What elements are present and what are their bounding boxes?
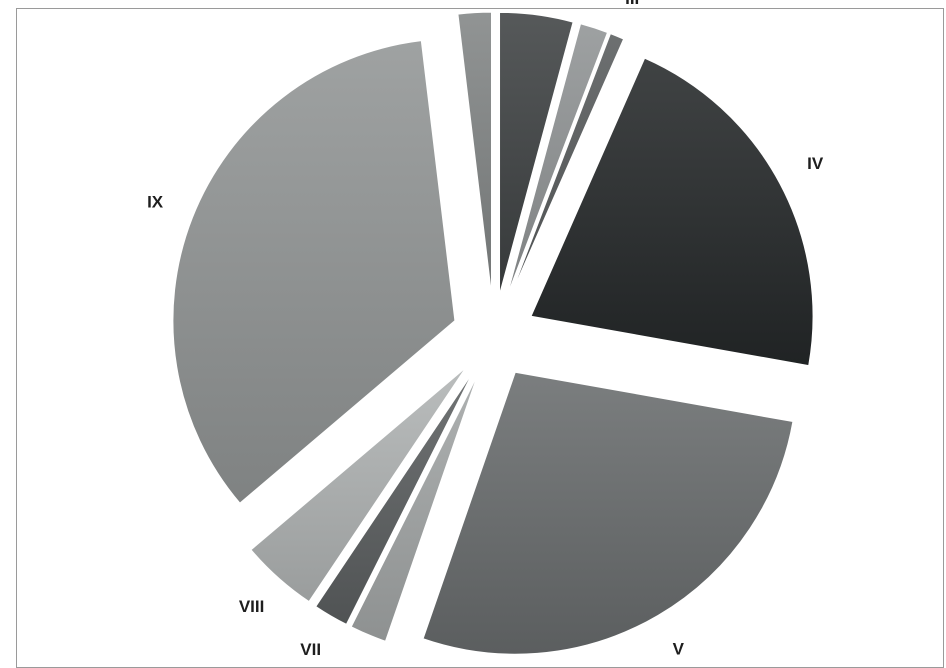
pie-label-iv: IV xyxy=(807,154,824,173)
pie-label-viii: VIII xyxy=(239,597,265,616)
pie-slice-x xyxy=(458,12,492,294)
pie-slices xyxy=(173,12,813,654)
pie-label-v: V xyxy=(673,639,685,658)
pie-slice-v xyxy=(423,372,793,654)
pie-label-ix: IX xyxy=(147,193,164,212)
pie-label-iii: III xyxy=(625,0,639,8)
pie-label-vii: VII xyxy=(300,640,321,659)
